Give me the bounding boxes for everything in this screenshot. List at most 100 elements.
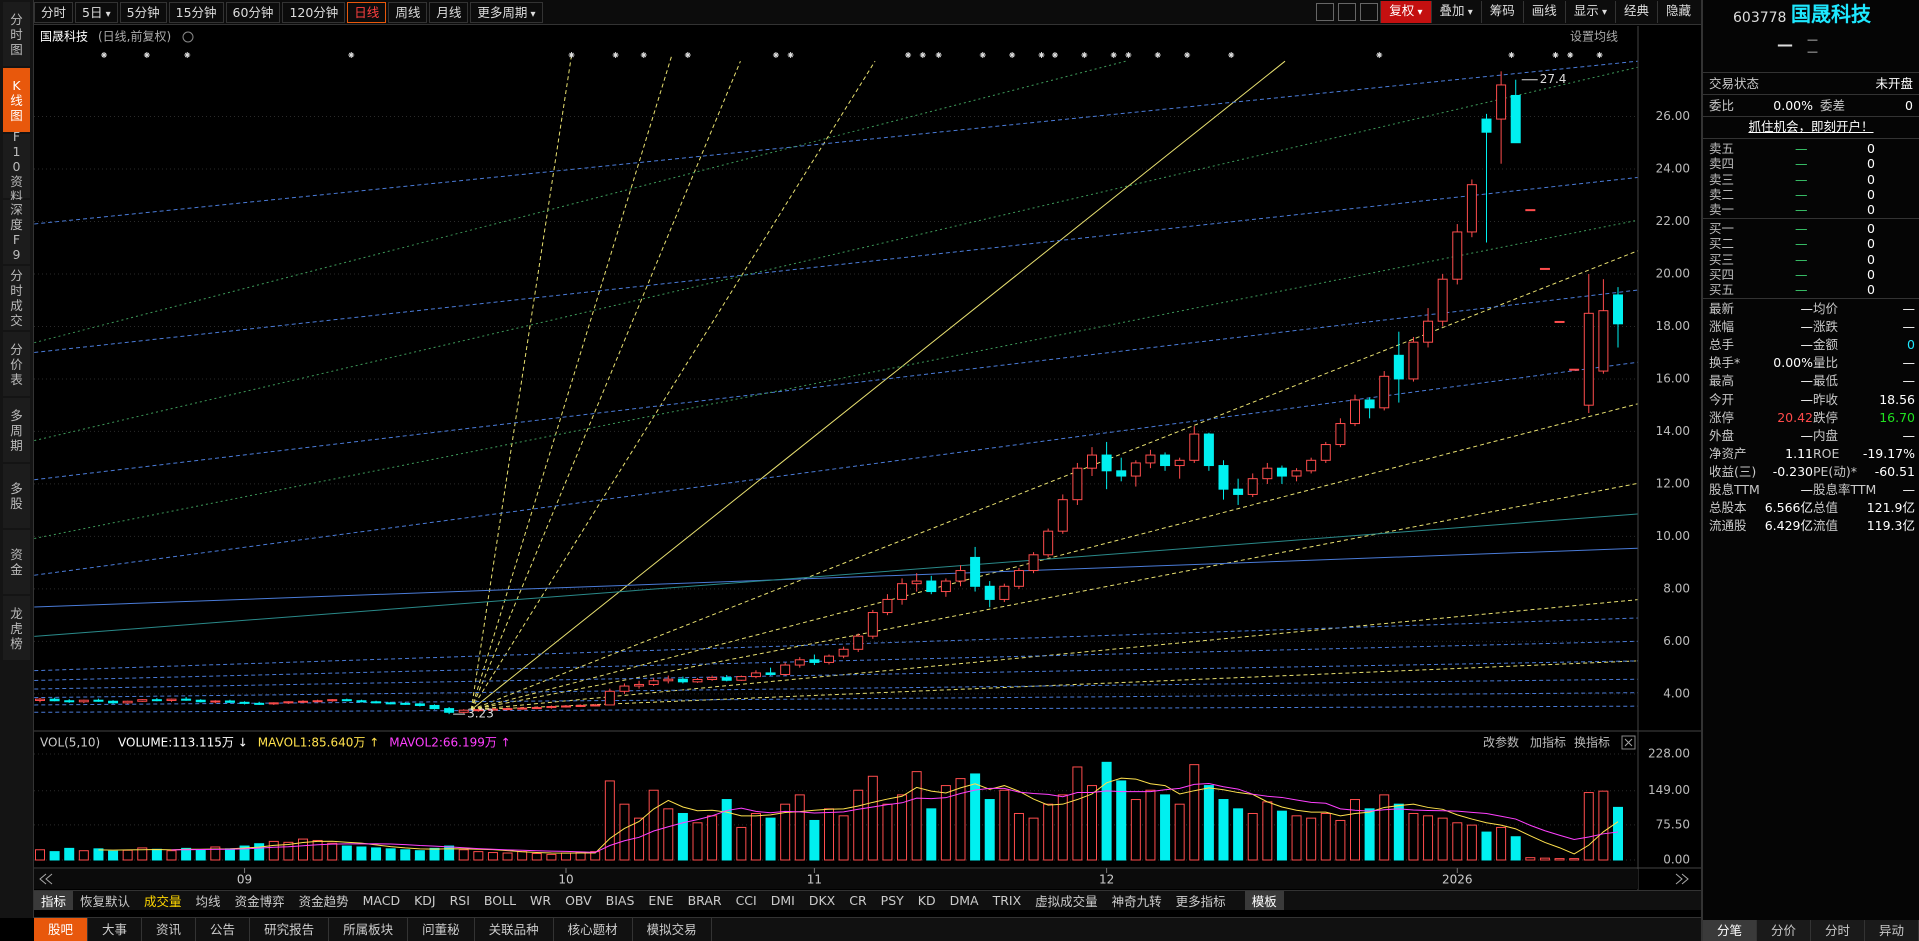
close-button[interactable] [1621, 735, 1636, 750]
period-button[interactable]: 120分钟 [282, 1, 346, 23]
period-button[interactable]: 60分钟 [225, 1, 281, 23]
order-volume: 0 [1867, 156, 1875, 172]
bottom-tab[interactable]: 核心题材 [554, 918, 633, 941]
tool-button[interactable]: 画线 [1522, 1, 1565, 23]
indicator-tab[interactable]: OBV [565, 893, 592, 908]
indicator-tab[interactable]: 更多指标 [1175, 894, 1226, 909]
bottom-tab[interactable]: 研究报告 [250, 918, 330, 941]
indicator-action[interactable]: 加指标 [1530, 735, 1566, 750]
stat-value: 6.429亿 [1764, 518, 1813, 534]
candle-body [1043, 530, 1054, 556]
indicator-tab[interactable]: BOLL [483, 893, 517, 908]
side-tab[interactable]: 龙虎榜 [3, 596, 30, 660]
indicator-tab[interactable]: 模板 [1244, 891, 1284, 910]
ma-setting[interactable]: 设置均线 [1570, 30, 1618, 44]
tool-button[interactable]: 筹码 [1480, 1, 1523, 23]
period-button[interactable]: 5日 [75, 1, 118, 23]
indicator-action[interactable]: 改参数 [1483, 735, 1519, 750]
candle-body [1174, 459, 1185, 467]
candle-body [298, 700, 308, 703]
candle-body [1554, 320, 1565, 323]
indicator-tab[interactable]: 资金趋势 [298, 894, 349, 909]
period-button[interactable]: 更多周期 [470, 1, 543, 23]
promo-link[interactable]: 抓住机会，即刻开户！ [1748, 119, 1874, 134]
bottom-tab[interactable]: 股吧 [34, 918, 89, 941]
indicator-tab[interactable]: TRIX [992, 893, 1022, 908]
indicator-tab[interactable]: KD [917, 893, 936, 908]
volume-bar [736, 826, 747, 861]
volume-bar [707, 815, 718, 861]
quote-tab[interactable]: 异动 [1865, 920, 1919, 941]
tool-icon[interactable] [1338, 3, 1357, 21]
indicator-tab[interactable]: 神奇九转 [1111, 894, 1162, 909]
tool-button[interactable]: 隐藏 [1656, 1, 1699, 23]
scroll-right[interactable] [1675, 873, 1689, 885]
tool-icon[interactable] [1316, 3, 1335, 21]
indicator-tab[interactable]: CR [849, 893, 867, 908]
indicator-tab[interactable]: ENE [648, 893, 674, 908]
period-button[interactable]: 15分钟 [168, 1, 224, 23]
indicator-tab[interactable]: KDJ [414, 893, 436, 908]
gear-icon[interactable] [182, 31, 194, 43]
tool-button[interactable]: 复权 [1380, 1, 1431, 23]
quote-tab[interactable]: 分价 [1757, 920, 1811, 941]
indicator-tab[interactable]: WR [530, 893, 552, 908]
order-price: — [1795, 221, 1808, 236]
candle-body [1160, 454, 1171, 467]
indicator-tab[interactable]: BIAS [605, 893, 635, 908]
bottom-tab[interactable]: 资讯 [142, 918, 197, 941]
bottom-tab[interactable]: 大事 [88, 918, 143, 941]
side-tab[interactable]: K线图 [3, 68, 30, 132]
volume-bar [1539, 857, 1550, 861]
side-tab[interactable]: 分价表 [3, 332, 30, 396]
indicator-tab[interactable]: BRAR [687, 893, 722, 908]
indicator-tab[interactable]: DMI [770, 893, 795, 908]
indicator-tab[interactable]: DMA [949, 893, 979, 908]
indicator-tab[interactable]: PSY [880, 893, 904, 908]
bottom-tabs: 股吧 大事 资讯 公告 研究报告 所属板块 问董秘 关联品种 核心题材 模拟交易 [34, 917, 1701, 941]
x-tick-label: 11 [807, 873, 822, 887]
side-tab[interactable]: 多股 [3, 464, 30, 528]
indicator-tab[interactable]: 成交量 [144, 894, 182, 909]
stat-label: 收益(三) [1709, 463, 1757, 479]
side-tab[interactable]: F10资料 [3, 129, 30, 204]
candle-body [371, 701, 382, 704]
quote-tab[interactable]: 分笔 [1703, 920, 1757, 941]
bottom-tab[interactable]: 模拟交易 [633, 918, 712, 941]
indicator-tab[interactable]: 资金博弈 [234, 894, 285, 909]
indicator-tab[interactable]: DKX [808, 893, 836, 908]
candle-body [546, 706, 557, 709]
side-tab[interactable]: 多周期 [3, 398, 30, 462]
indicator-tab[interactable]: RSI [449, 893, 470, 908]
tool-icon[interactable] [1360, 3, 1379, 21]
bottom-tab[interactable]: 关联品种 [475, 918, 554, 941]
indicator-tab[interactable]: 指标 [34, 891, 74, 910]
drawing-line [471, 660, 1638, 711]
period-button[interactable]: 5分钟 [119, 1, 167, 23]
bottom-tab[interactable]: 公告 [196, 918, 251, 941]
indicator-tab[interactable]: CCI [735, 893, 757, 908]
side-tab[interactable]: 分时图 [3, 2, 30, 66]
side-tab[interactable]: 深度F9 [3, 200, 30, 264]
period-button[interactable]: 日线 [347, 1, 387, 23]
scroll-left[interactable] [39, 873, 53, 885]
stat-label: 量比 [1813, 355, 1839, 371]
side-tab[interactable]: 资金 [3, 530, 30, 594]
indicator-tab[interactable]: MACD [362, 893, 401, 908]
side-tab[interactable]: 分时成交 [3, 266, 30, 330]
quote-tab[interactable]: 分时 [1811, 920, 1865, 941]
period-button[interactable]: 周线 [388, 1, 428, 23]
bottom-tab[interactable]: 所属板块 [329, 918, 409, 941]
period-button[interactable]: 月线 [429, 1, 469, 23]
volume-bar [429, 847, 440, 861]
bottom-tab[interactable]: 问董秘 [408, 918, 475, 941]
indicator-tab[interactable]: 虚拟成交量 [1035, 894, 1098, 909]
tool-button[interactable]: 叠加 [1430, 1, 1481, 23]
tool-button[interactable]: 显示 [1564, 1, 1615, 23]
indicator-tab[interactable]: 均线 [195, 894, 221, 909]
period-button[interactable]: 分时 [34, 1, 74, 23]
indicator-tab[interactable]: 恢复默认 [80, 894, 131, 909]
tool-button[interactable]: 经典 [1614, 1, 1657, 23]
indicator-action[interactable]: 换指标 [1574, 735, 1610, 750]
order-label: 卖四 [1709, 156, 1735, 172]
